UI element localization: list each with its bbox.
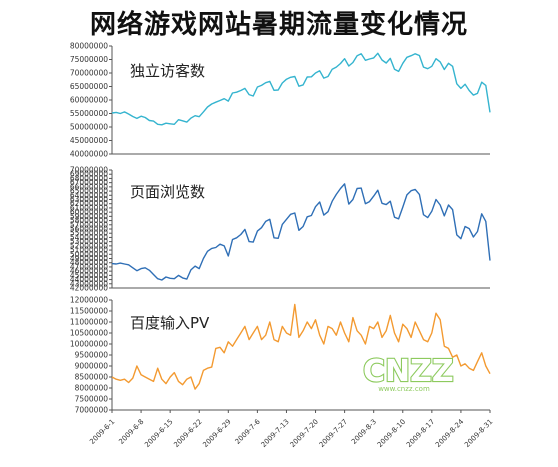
y-tick-label: 42000000 <box>70 284 108 293</box>
y-tick-label: 12000000 <box>70 296 108 305</box>
x-tick-label: 2009-6-29 <box>201 418 232 449</box>
panel-baidu: 7000000 7500000 8000000 8500000 9000000 95000… <box>70 296 491 415</box>
y-tick-label: 43000000 <box>70 279 108 288</box>
y-tick-label: 8500000 <box>75 373 109 382</box>
watermark-url: www.cnzz.com <box>378 385 430 393</box>
y-tick-label: 61000000 <box>70 203 108 212</box>
y-tick-label: 8000000 <box>75 384 109 393</box>
panel-label-uv: 独立访客数 <box>130 62 205 80</box>
y-tick-label: 9500000 <box>75 351 109 360</box>
series-line-pv <box>111 183 491 281</box>
x-tick-label: 2009-7-6 <box>234 417 263 446</box>
panel-label-baidu: 百度输入PV <box>130 314 210 332</box>
series-line-uv <box>111 52 491 126</box>
y-tick-label: 40000000 <box>70 150 108 159</box>
y-tick-label: 69000000 <box>70 170 108 179</box>
y-tick-label: 47000000 <box>70 262 108 271</box>
panel-pv: 4200000043000000440000004500000046000000… <box>70 166 491 293</box>
chart-title: 网络游戏网站暑期流量变化情况 <box>89 10 468 40</box>
y-tick-label: 49000000 <box>70 254 108 263</box>
x-tick-label: 2009-6-15 <box>143 418 174 449</box>
y-tick-label: 80000000 <box>70 42 108 51</box>
y-tick-label: 52000000 <box>70 241 108 250</box>
y-tick-label: 57000000 <box>70 220 108 229</box>
y-tick-label: 50000000 <box>70 250 108 259</box>
x-tick-label: 2009-6-1 <box>88 418 116 446</box>
series-line-baidu <box>111 303 491 390</box>
x-tick-label: 2009-8-10 <box>376 418 407 449</box>
y-tick-label: 59000000 <box>70 212 108 221</box>
x-tick-label: 2009-6-22 <box>172 418 203 449</box>
x-tick-label: 2009-8-24 <box>434 417 466 449</box>
y-tick-label: 60000000 <box>70 208 108 217</box>
watermark-logo: CNZZ <box>363 354 454 389</box>
y-tick-label: 66000000 <box>70 182 108 191</box>
x-tick-label: 2009-7-13 <box>260 418 291 449</box>
y-tick-label: 11500000 <box>70 307 108 316</box>
y-tick-label: 10500000 <box>70 329 108 338</box>
y-tick-label: 50000000 <box>70 123 108 132</box>
y-tick-label: 7500000 <box>75 395 109 404</box>
x-tick-label: 2009-8-17 <box>405 418 436 449</box>
y-tick-label: 7000000 <box>75 406 109 415</box>
y-tick-label: 45000000 <box>70 136 108 145</box>
y-tick-label: 58000000 <box>70 216 108 225</box>
x-tick-label: 2009-8-31 <box>463 418 494 449</box>
y-tick-label: 9000000 <box>75 362 109 371</box>
y-tick-label: 68000000 <box>70 174 108 183</box>
y-tick-label: 64000000 <box>70 191 108 200</box>
y-tick-label: 45000000 <box>70 271 108 280</box>
y-tick-label: 55000000 <box>70 109 108 118</box>
y-tick-label: 11000000 <box>70 318 108 327</box>
y-tick-label: 55000000 <box>70 229 108 238</box>
y-tick-label: 62000000 <box>70 199 108 208</box>
y-tick-label: 70000000 <box>70 166 108 175</box>
panel-uv: 40000000 45000000 50000000 55000000 60000000… <box>70 42 491 159</box>
y-tick-label: 46000000 <box>70 267 108 276</box>
x-tick-label: 2009-7-27 <box>318 418 349 449</box>
y-tick-label: 51000000 <box>70 246 108 255</box>
y-tick-label: 65000000 <box>70 82 108 91</box>
y-tick-label: 56000000 <box>70 225 108 234</box>
y-tick-label: 10000000 <box>70 340 108 349</box>
y-tick-label: 60000000 <box>70 96 108 105</box>
y-tick-label: 63000000 <box>70 195 108 204</box>
y-tick-label: 54000000 <box>70 233 108 242</box>
y-tick-label: 44000000 <box>70 275 108 284</box>
x-tick-label: 2009-8-3 <box>350 418 378 446</box>
y-tick-label: 70000000 <box>70 69 108 78</box>
y-tick-label: 65000000 <box>70 187 108 196</box>
y-tick-label: 67000000 <box>70 178 108 187</box>
y-tick-label: 48000000 <box>70 258 108 267</box>
y-tick-label: 75000000 <box>70 55 108 64</box>
panel-label-pv: 页面浏览数 <box>130 183 205 201</box>
x-tick-label: 2009-7-20 <box>289 418 320 449</box>
x-tick-label: 2009-6-8 <box>117 418 145 446</box>
y-tick-label: 53000000 <box>70 237 108 246</box>
